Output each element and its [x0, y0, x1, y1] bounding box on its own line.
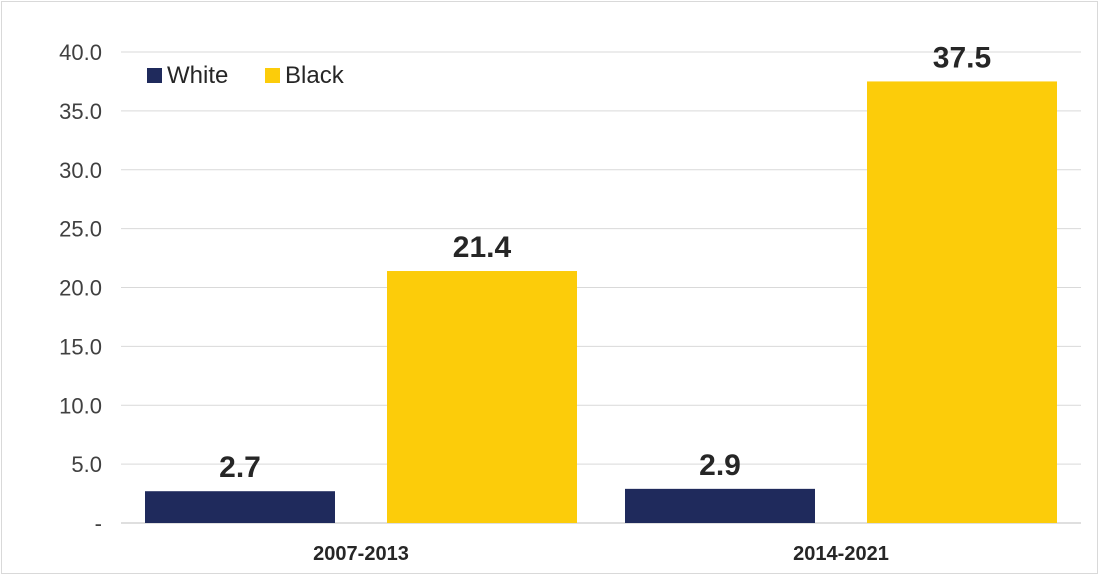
bar-white [145, 491, 335, 523]
legend-swatch-white [147, 68, 162, 83]
y-tick-label: 30.0 [59, 158, 102, 183]
bars [145, 81, 1057, 523]
legend: White Black [147, 62, 345, 89]
gridlines [121, 51, 1081, 524]
legend-label-black: Black [285, 62, 345, 89]
y-tick-label: 20.0 [59, 276, 102, 301]
data-label: 2.7 [219, 451, 261, 484]
legend-label-white: White [167, 62, 228, 89]
bar-black [867, 81, 1057, 523]
y-tick-label: 10.0 [59, 393, 102, 418]
data-label: 2.9 [699, 449, 741, 482]
data-label: 21.4 [453, 231, 512, 264]
legend-swatch-black [265, 68, 280, 83]
y-tick-label: 25.0 [59, 217, 102, 242]
bar-white [625, 488, 815, 523]
bar-black [387, 271, 577, 523]
y-tick-label: - [95, 511, 102, 536]
data-labels: 2.7 21.4 2.9 37.5 [219, 41, 991, 484]
x-tick-label: 2014-2021 [793, 543, 889, 565]
y-tick-label: 35.0 [59, 99, 102, 124]
x-axis-ticks: 2007-2013 2014-2021 [313, 543, 889, 565]
y-tick-label: 40.0 [59, 40, 102, 65]
y-axis-ticks: - 5.0 10.0 15.0 20.0 25.0 30.0 35.0 40.0 [59, 40, 102, 536]
data-label: 37.5 [933, 41, 991, 74]
y-tick-label: 5.0 [71, 452, 102, 477]
y-tick-label: 15.0 [59, 334, 102, 359]
x-tick-label: 2007-2013 [313, 543, 409, 565]
